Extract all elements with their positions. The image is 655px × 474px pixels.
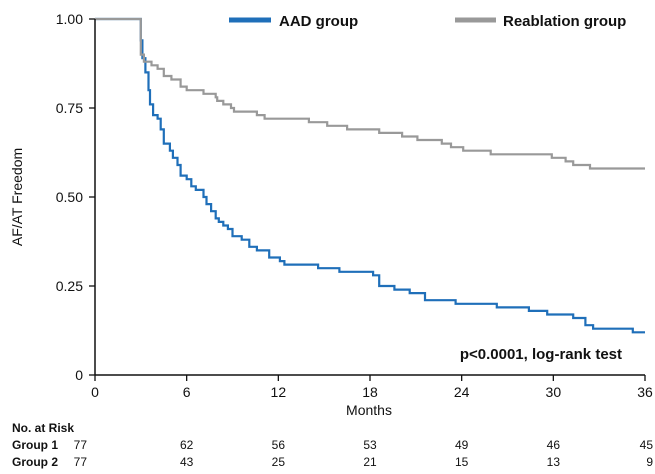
x-tick-label: 6 [183,384,191,400]
tick-layer: 0 6 12 18 24 30 36 0 0.25 0.50 0.75 1.00 [56,11,653,400]
y-axis-label: AF/AT Freedom [9,148,25,246]
risk-row-label: Group 2 [12,455,58,469]
risk-value: 43 [180,455,194,469]
risk-values: 77 62 56 53 49 46 45 77 43 25 21 15 13 9 [74,438,654,469]
x-tick-label: 30 [546,384,562,400]
risk-value: 77 [74,438,88,452]
legend: AAD group Reablation group [229,13,626,30]
risk-value: 45 [640,438,654,452]
risk-value: 62 [180,438,194,452]
y-tick-label: 0.50 [56,189,83,205]
series-layer [95,17,645,334]
risk-value: 77 [74,455,88,469]
x-tick-label: 12 [271,384,287,400]
y-tick-label: 0.25 [56,278,83,294]
x-tick-label: 24 [454,384,470,400]
risk-table-header: No. at Risk [12,421,74,435]
x-axis-label: Months [346,402,392,418]
y-tick-label: 0.75 [56,100,83,116]
risk-value: 53 [363,438,377,452]
y-tick-label: 0 [75,367,83,383]
legend-label-aad: AAD group [279,13,358,30]
risk-value: 56 [272,438,286,452]
risk-value: 25 [272,455,286,469]
x-tick-label: 18 [362,384,378,400]
risk-value: 46 [547,438,561,452]
risk-value: 9 [646,455,653,469]
risk-table: No. at Risk Group 1 Group 2 77 62 56 53 49 46… [12,421,653,469]
x-tick-label: 36 [637,384,653,400]
series-line-reablation [95,17,645,170]
risk-value: 15 [455,455,469,469]
risk-value: 21 [363,455,377,469]
risk-row-label: Group 1 [12,438,58,452]
series-line-aad [95,17,645,334]
pvalue-annotation: p<0.0001, log-rank test [460,346,622,363]
risk-value: 49 [455,438,469,452]
risk-value: 13 [547,455,561,469]
y-tick-label: 1.00 [56,11,83,27]
legend-label-reablation: Reablation group [503,13,626,30]
x-tick-label: 0 [91,384,99,400]
